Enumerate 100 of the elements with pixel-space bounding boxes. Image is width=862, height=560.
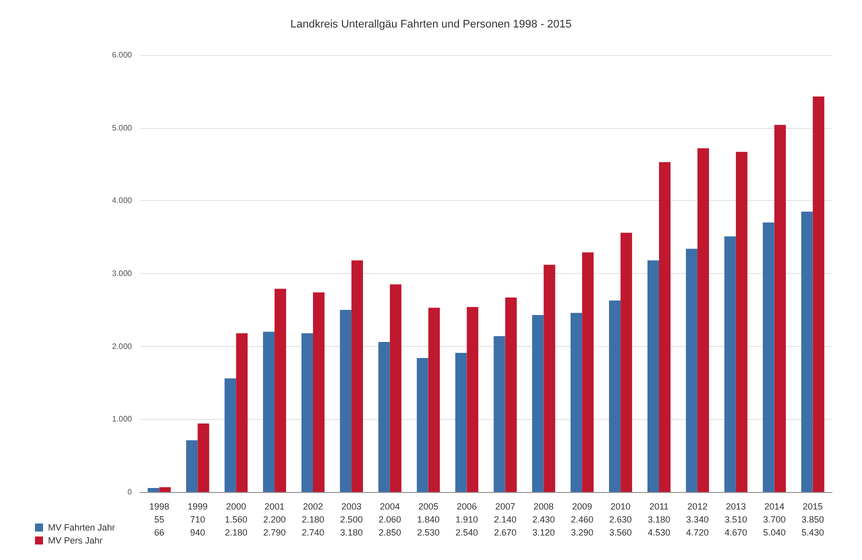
y-tick-label: 0: [128, 488, 133, 496]
x-tick-label: 2011: [649, 502, 669, 512]
x-tick-label: 2013: [726, 502, 746, 512]
data-label: 710: [190, 514, 206, 524]
data-label: 3.180: [340, 528, 363, 538]
bar: [697, 148, 709, 492]
data-label: 3.290: [570, 528, 594, 538]
x-tick-label: 2008: [534, 502, 554, 512]
y-tick-label: 1.000: [112, 414, 133, 424]
data-label: 5.430: [802, 528, 824, 538]
data-label: 2.180: [302, 514, 324, 524]
bar: [724, 236, 736, 492]
bar: [198, 424, 210, 492]
legend-label: MV Fahrten Jahr: [48, 522, 116, 532]
data-label: 3.700: [763, 514, 786, 524]
data-label: 2.540: [456, 528, 478, 538]
data-label: 3.180: [648, 514, 670, 524]
bar: [301, 333, 313, 492]
data-label: 4.530: [648, 528, 670, 538]
bar: [659, 162, 671, 492]
y-tick-label: 4.000: [112, 196, 133, 206]
data-label: 2.530: [417, 528, 440, 538]
y-tick-label: 5.000: [112, 123, 133, 132]
data-label: 3.560: [609, 528, 632, 538]
x-tick-label: 2000: [226, 502, 246, 512]
x-tick-label: 2012: [687, 502, 708, 512]
data-label: 2.430: [532, 514, 555, 524]
bar: [455, 352, 467, 492]
bar: [762, 222, 774, 492]
bar: [378, 342, 390, 492]
data-label: 3.850: [802, 514, 824, 524]
y-tick-label: 3.000: [112, 269, 133, 278]
data-label: 2.140: [494, 514, 516, 524]
bar: [274, 288, 286, 492]
data-label: 3.510: [724, 514, 748, 524]
bar: [505, 298, 517, 492]
bar: [494, 336, 506, 492]
data-label: 2.460: [570, 514, 594, 524]
x-tick-label: 2005: [418, 502, 438, 512]
x-tick-label: 2002: [302, 502, 324, 512]
legend-label: MV Pers Jahr: [48, 536, 103, 546]
bar: [263, 332, 275, 492]
bar: [570, 312, 582, 492]
data-label: 2.200: [263, 514, 286, 524]
data-label: 1.910: [456, 514, 478, 524]
x-tick-label: 2007: [495, 502, 516, 512]
bar: [390, 284, 402, 492]
data-label: 3.340: [686, 514, 709, 524]
bar: [428, 308, 440, 492]
bar: [686, 248, 698, 492]
bar: [313, 292, 325, 492]
bar: [224, 378, 236, 492]
bar: [416, 358, 428, 492]
bar: [186, 440, 198, 492]
data-label: 2.180: [224, 528, 248, 538]
bar: [812, 96, 824, 492]
x-tick-label: 2009: [572, 502, 592, 512]
data-label: 940: [190, 528, 206, 538]
x-tick-label: 2003: [341, 502, 362, 512]
x-tick-label: 2014: [764, 502, 784, 512]
data-label: 2.630: [609, 514, 632, 524]
y-tick-label: 2.000: [112, 342, 133, 351]
bar: [801, 212, 813, 492]
x-tick-label: 2006: [456, 502, 477, 512]
bar: [340, 310, 352, 492]
data-label: 3.120: [532, 528, 555, 538]
bar: [609, 300, 621, 492]
bar: [148, 488, 160, 492]
x-tick-label: 1998: [149, 502, 170, 512]
x-tick-label: 2004: [380, 502, 400, 512]
data-label: 2.850: [378, 528, 402, 538]
data-label: 2.670: [494, 528, 516, 538]
data-label: 2.060: [378, 514, 402, 524]
data-label: 1.560: [224, 514, 248, 524]
y-tick-label: 6.000: [112, 50, 133, 60]
x-tick-label: 1999: [188, 502, 208, 512]
data-label: 2.790: [263, 528, 286, 538]
bar: [159, 487, 171, 492]
bar: [647, 260, 659, 492]
x-tick-label: 2015: [802, 502, 823, 512]
chart-title: Landkreis Unterallgäu Fahrten und Personen 1998 - 2015: [290, 18, 572, 30]
x-tick-label: 2001: [264, 502, 285, 512]
data-label: 5.040: [763, 528, 786, 538]
x-tick-label: 2010: [610, 502, 631, 512]
bar: [466, 307, 478, 492]
bar: [736, 152, 748, 492]
data-label: 4.670: [724, 528, 748, 538]
bar: [774, 124, 786, 492]
data-label: 1.840: [417, 514, 440, 524]
data-label: 2.500: [340, 514, 363, 524]
data-label: 4.720: [686, 528, 709, 538]
bar: [582, 252, 594, 492]
data-label: 66: [154, 528, 164, 538]
bar: [532, 315, 544, 492]
bar: [544, 264, 556, 492]
bar: [620, 232, 632, 492]
data-label: 55: [154, 514, 164, 524]
bar: [351, 260, 363, 492]
data-label: 2.740: [302, 528, 324, 538]
bar: [236, 333, 248, 492]
